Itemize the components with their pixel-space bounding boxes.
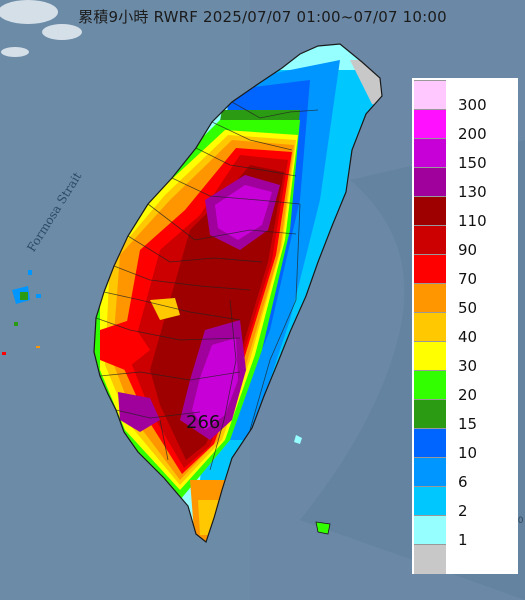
legend-swatch bbox=[414, 80, 446, 110]
legend-label: 110 bbox=[458, 212, 487, 230]
legend-label: 2 bbox=[458, 502, 468, 520]
outlying-islands bbox=[2, 270, 331, 535]
max-value-label: 266 bbox=[186, 412, 221, 433]
legend-swatch bbox=[414, 399, 446, 429]
legend-label: 70 bbox=[458, 270, 478, 288]
legend-swatch bbox=[414, 196, 446, 226]
legend-label: 50 bbox=[458, 299, 478, 317]
legend-label: 300 bbox=[458, 96, 487, 114]
legend-swatch bbox=[414, 370, 446, 400]
legend-swatch bbox=[414, 254, 446, 284]
legend-label: 90 bbox=[458, 241, 478, 259]
legend-swatch bbox=[414, 486, 446, 516]
legend-label: 200 bbox=[458, 125, 487, 143]
legend-label: 15 bbox=[458, 415, 478, 433]
legend-swatch bbox=[414, 457, 446, 487]
map-title: 累積9小時 RWRF 2025/07/07 01:00~07/07 10:00 bbox=[78, 8, 447, 26]
legend-swatch bbox=[414, 167, 446, 197]
legend-swatch bbox=[414, 515, 446, 545]
legend-label: 6 bbox=[458, 473, 468, 491]
legend-label: 130 bbox=[458, 183, 487, 201]
legend-label: 1 bbox=[458, 531, 468, 549]
legend-label: 150 bbox=[458, 154, 487, 172]
island-outline bbox=[93, 43, 383, 544]
legend-label: 20 bbox=[458, 386, 478, 404]
legend-swatch bbox=[414, 312, 446, 342]
county-borders bbox=[95, 101, 319, 471]
legend-swatch bbox=[414, 544, 446, 574]
legend-swatch bbox=[414, 341, 446, 371]
color-legend: 300 200 150 130 110 90 70 50 40 30 20 15 10 6 2 1 bbox=[412, 78, 518, 574]
legend-label: 40 bbox=[458, 328, 478, 346]
legend-swatch bbox=[414, 109, 446, 139]
legend-swatch bbox=[414, 225, 446, 255]
legend-label: 10 bbox=[458, 444, 478, 462]
cloud-patches bbox=[0, 0, 82, 57]
legend-swatch bbox=[414, 428, 446, 458]
legend-swatch bbox=[414, 138, 446, 168]
legend-swatch bbox=[414, 283, 446, 313]
legend-label: 30 bbox=[458, 357, 478, 375]
